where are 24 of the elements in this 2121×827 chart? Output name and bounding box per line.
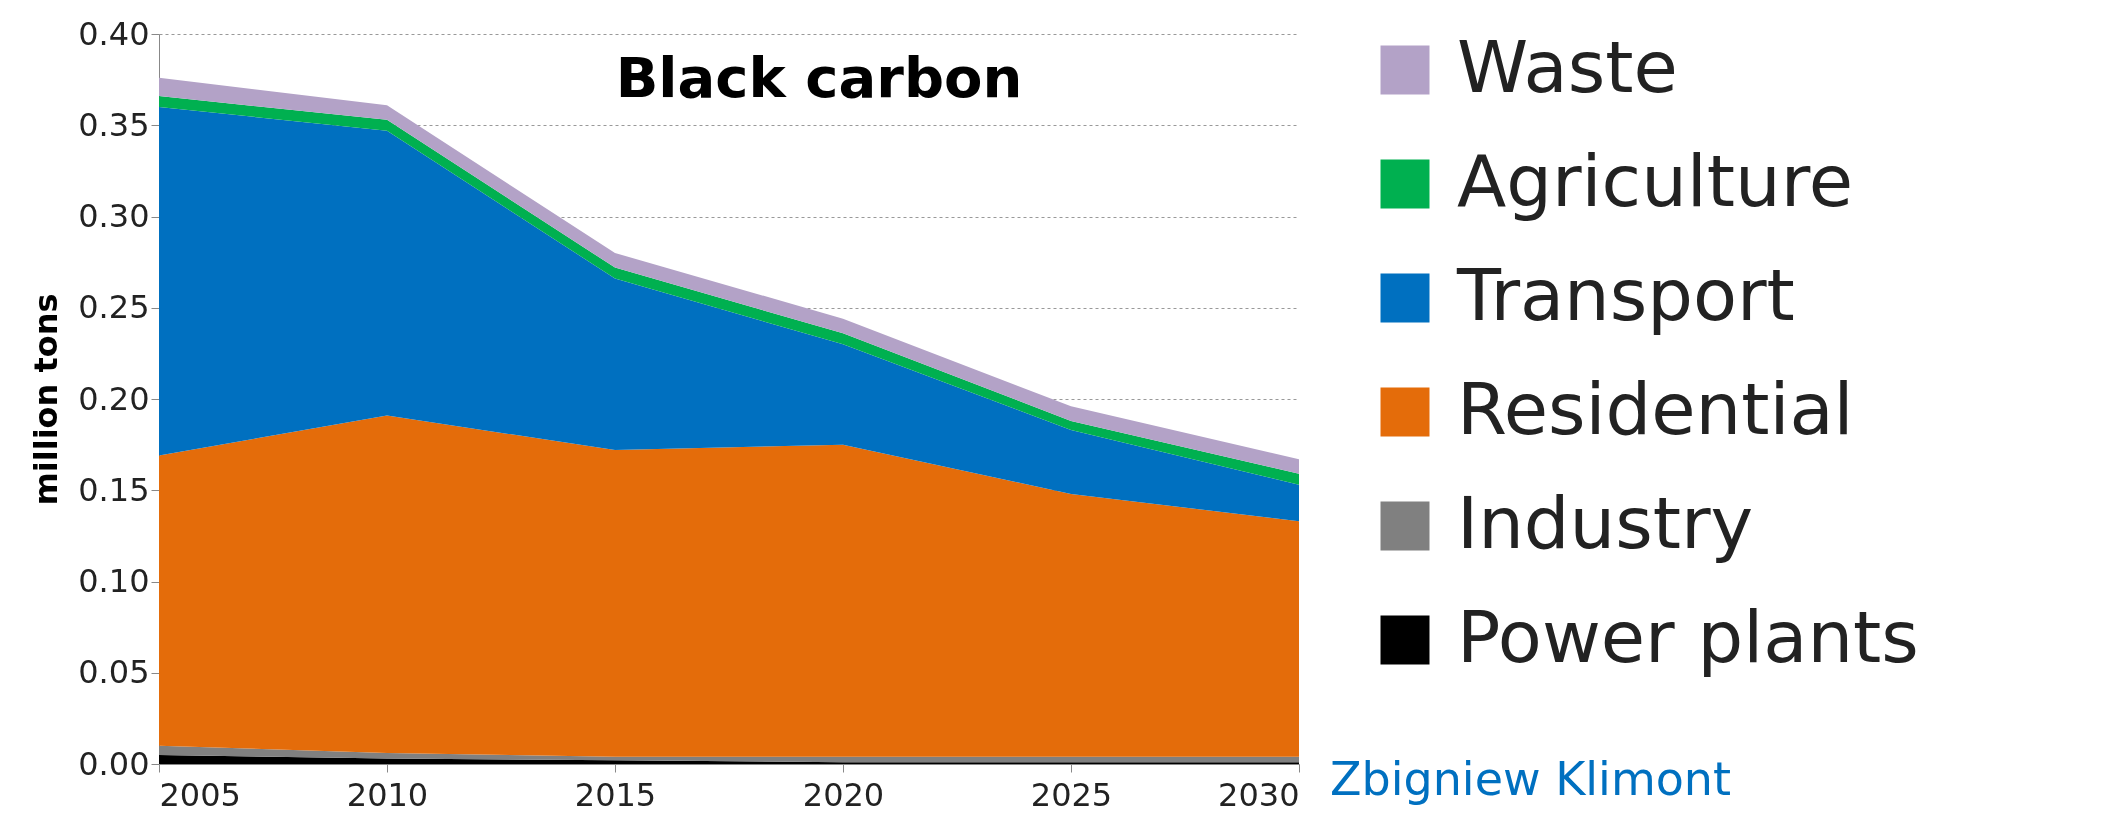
x-tick-label: 2020 <box>802 775 885 814</box>
legend-label: Industry <box>1457 481 1754 565</box>
y-tick-label: 0.25 <box>78 288 150 327</box>
y-tick-label: 0.40 <box>78 14 150 53</box>
legend-label: Transport <box>1456 253 1795 337</box>
legend-label: Agriculture <box>1457 139 1853 223</box>
y-tick-label: 0.05 <box>78 653 150 692</box>
y-tick-label: 0.20 <box>78 379 150 418</box>
y-tick-label: 0.10 <box>78 562 150 600</box>
y-tick-label: 0.30 <box>78 197 150 235</box>
y-axis-title: million tons <box>27 293 66 506</box>
y-tick-label: 0.00 <box>78 744 150 783</box>
chart-title: Black carbon <box>615 45 1023 110</box>
y-tick-label: 0.35 <box>78 105 150 144</box>
legend-label: Waste <box>1457 25 1678 109</box>
x-tick-label: 2015 <box>574 775 657 814</box>
legend-label: Residential <box>1457 367 1854 451</box>
legend-label: Power plants <box>1457 595 1919 679</box>
x-tick-label: 2030 <box>1218 775 1300 814</box>
x-tick-label: 2025 <box>1030 775 1113 814</box>
y-tick-label: 0.15 <box>78 470 150 509</box>
x-tick-label: 2010 <box>346 775 429 814</box>
text: Zbigniew Klimont <box>1330 752 1732 806</box>
x-tick-label: 2005 <box>159 775 241 814</box>
